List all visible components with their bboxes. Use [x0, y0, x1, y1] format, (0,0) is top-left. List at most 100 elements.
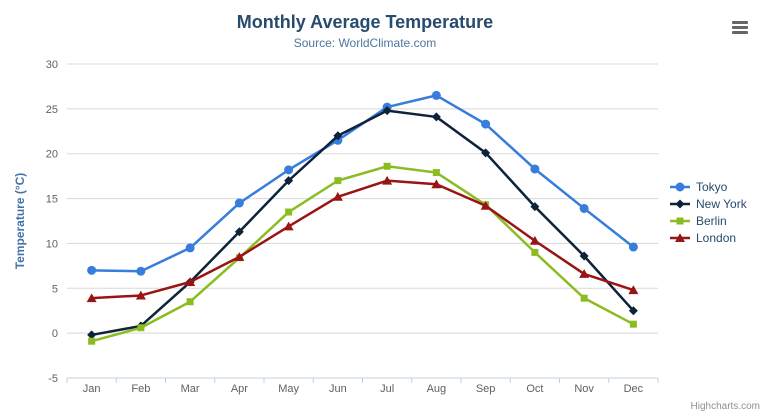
data-point-london-jan[interactable] [86, 293, 97, 303]
x-axis-label: Jun [329, 383, 347, 395]
data-point-tokyo-sep[interactable] [481, 119, 491, 129]
series-line-new-york [90, 109, 635, 337]
x-axis-label: Jan [83, 383, 101, 395]
y-axis-label: 0 [52, 328, 58, 340]
x-axis-labels: Jan Feb Mar Apr May Jun Jul Aug Sep Oct Nov Dec [83, 383, 644, 395]
export-menu-button[interactable] [732, 21, 748, 34]
y-axis-label: 15 [46, 194, 58, 206]
data-point-berlin-feb[interactable] [137, 324, 145, 332]
data-point-berlin-jan[interactable] [88, 337, 96, 345]
data-point-london-apr[interactable] [234, 252, 245, 261]
data-point-london-jul[interactable] [382, 175, 393, 185]
y-axis-label: 5 [52, 283, 58, 295]
data-point-new-york-may[interactable] [284, 176, 294, 186]
series-tokyo [87, 90, 638, 276]
data-point-tokyo-may[interactable] [284, 165, 294, 175]
data-point-tokyo-nov[interactable] [579, 203, 589, 213]
data-point-new-york-dec[interactable] [628, 306, 638, 316]
x-axis-label: Apr [231, 383, 248, 395]
series-london [86, 175, 639, 303]
series-line-london [90, 179, 635, 300]
y-axis-label: -5 [48, 373, 58, 385]
legend-item-new-york[interactable]: New York [669, 195, 747, 212]
series-line-berlin [90, 165, 635, 343]
credits-link[interactable]: Highcharts.com [690, 401, 760, 412]
data-point-new-york-oct[interactable] [530, 202, 540, 212]
data-point-london-mar[interactable] [185, 277, 196, 287]
x-axis-label: Mar [181, 383, 200, 395]
x-axis-label: Oct [526, 383, 543, 395]
series-line-tokyo [90, 94, 635, 273]
data-point-berlin-nov[interactable] [580, 294, 588, 302]
x-axis-label: May [278, 383, 299, 395]
data-point-tokyo-jan[interactable] [87, 265, 97, 275]
data-point-london-oct[interactable] [529, 235, 540, 245]
data-point-tokyo-oct[interactable] [530, 164, 540, 174]
data-point-london-may[interactable] [283, 221, 294, 231]
data-point-tokyo-dec[interactable] [628, 242, 638, 252]
data-point-london-dec[interactable] [628, 285, 639, 295]
data-point-london-feb[interactable] [135, 290, 146, 300]
data-point-new-york-nov[interactable] [579, 251, 589, 261]
data-point-berlin-oct[interactable] [531, 248, 539, 256]
data-point-berlin-dec[interactable] [629, 320, 637, 328]
data-point-tokyo-feb[interactable] [136, 266, 146, 276]
legend-item-berlin[interactable]: Berlin [669, 212, 747, 229]
data-point-new-york-aug[interactable] [431, 112, 441, 122]
x-axis-label: Feb [131, 383, 150, 395]
data-point-tokyo-apr[interactable] [234, 198, 244, 208]
legend-symbol-circle-icon [670, 182, 690, 191]
legend: Tokyo New York Berlin London [669, 178, 747, 246]
data-point-tokyo-mar[interactable] [185, 243, 195, 253]
legend-symbol-diamond-icon [670, 199, 690, 208]
data-point-london-jun[interactable] [332, 191, 343, 201]
hamburger-icon [732, 31, 748, 34]
data-point-new-york-sep[interactable] [481, 148, 491, 158]
y-axis-label: 25 [46, 104, 58, 116]
data-point-tokyo-aug[interactable] [431, 90, 441, 100]
chart-title: Monthly Average Temperature [236, 12, 494, 32]
y-axis-label: 30 [46, 59, 58, 71]
series-new-york [87, 106, 638, 340]
hamburger-icon [732, 21, 748, 24]
legend-label: Tokyo [696, 179, 728, 194]
data-point-berlin-may[interactable] [285, 208, 293, 216]
legend-marker-berlin [676, 217, 684, 224]
legend-label: Berlin [696, 213, 727, 228]
legend-label: New York [696, 196, 747, 211]
y-axis-label: 10 [46, 238, 58, 250]
legend-marker-london [675, 232, 685, 242]
x-axis-label: Aug [427, 383, 447, 395]
data-point-new-york-jun[interactable] [333, 131, 343, 141]
data-point-london-nov[interactable] [579, 269, 590, 278]
y-axis-title: Temperature (°C) [13, 173, 27, 270]
chart-subtitle: Source: WorldClimate.com [293, 36, 437, 50]
legend-symbol-square-icon [670, 217, 690, 224]
legend-item-tokyo[interactable]: Tokyo [669, 178, 747, 195]
legend-marker-tokyo [675, 182, 685, 191]
data-point-new-york-jul[interactable] [382, 106, 392, 116]
y-axis-label: 20 [46, 149, 58, 161]
data-point-london-sep[interactable] [480, 200, 491, 210]
data-point-berlin-jun[interactable] [334, 177, 342, 185]
legend-item-london[interactable]: London [669, 229, 747, 246]
data-point-new-york-apr[interactable] [234, 227, 244, 237]
data-point-berlin-aug[interactable] [432, 169, 440, 177]
x-axis-label: Sep [476, 383, 496, 395]
data-point-new-york-jan[interactable] [87, 330, 97, 340]
y-axis-labels: -5 0 5 10 15 20 25 30 [46, 59, 58, 385]
legend-label: London [696, 230, 737, 245]
data-point-london-aug[interactable] [431, 179, 442, 189]
gridlines [67, 63, 658, 334]
x-axis-label: Nov [574, 383, 594, 395]
legend-marker-new-york [675, 199, 685, 208]
x-axis-ticks [66, 378, 659, 383]
hamburger-icon [732, 26, 748, 29]
legend-symbol-triangle-icon [670, 232, 690, 242]
data-point-berlin-jul[interactable] [383, 162, 391, 170]
x-axis-label: Dec [624, 383, 644, 395]
data-point-berlin-mar[interactable] [186, 298, 194, 306]
x-axis-label: Jul [380, 383, 394, 395]
